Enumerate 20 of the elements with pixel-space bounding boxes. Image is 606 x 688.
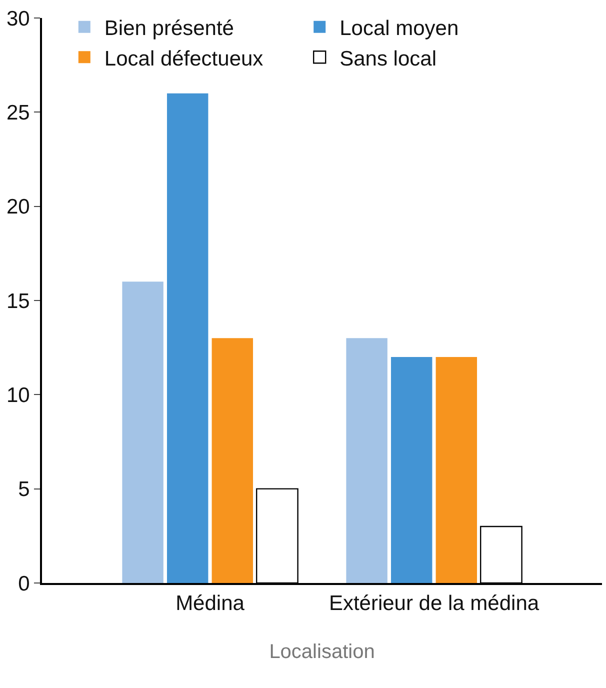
legend-label: Bien présenté <box>104 17 234 40</box>
bar <box>122 282 164 583</box>
y-tick-label: 10 <box>6 384 30 408</box>
y-tick-label: 0 <box>18 572 30 596</box>
bar <box>346 338 388 583</box>
legend-label: Local moyen <box>340 17 459 40</box>
bar <box>436 357 478 583</box>
bar <box>390 357 432 583</box>
y-tick-label: 5 <box>18 478 30 502</box>
y-tick-label: 15 <box>6 290 30 313</box>
y-tick-label: 25 <box>6 102 30 125</box>
legend-label: Local défectueux <box>104 47 264 70</box>
bar <box>212 338 254 583</box>
x-tick-label: Extérieur de la médina <box>328 592 540 616</box>
y-tick-label: 20 <box>6 196 30 219</box>
y-tick-label: 30 <box>6 7 30 30</box>
x-axis-title: Localisation <box>269 641 375 664</box>
x-tick-label: Médina <box>176 592 245 616</box>
legend-label: Sans local <box>340 47 436 70</box>
bar <box>166 93 208 583</box>
